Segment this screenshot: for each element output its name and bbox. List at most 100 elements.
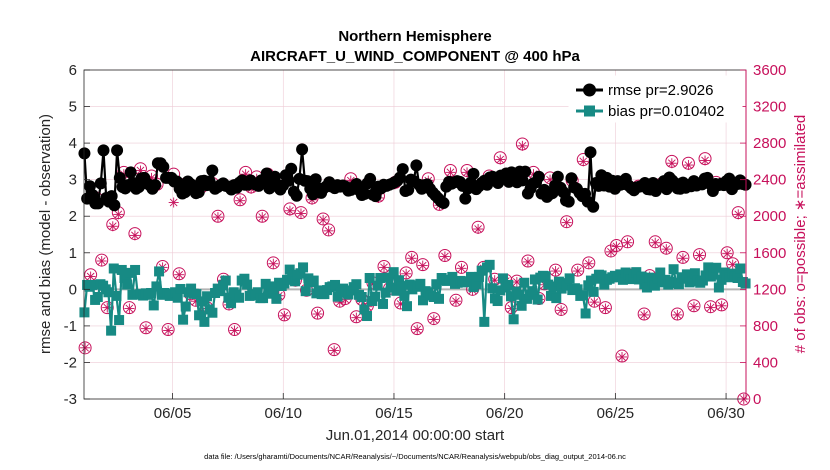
- possible-obs-marker: [377, 259, 391, 273]
- possible-obs-marker: [416, 258, 430, 272]
- assimilated-obs-marker: [556, 305, 567, 316]
- bias-marker: [252, 287, 263, 298]
- rmse-marker: [111, 144, 124, 157]
- asterisk-stroke: [258, 213, 267, 221]
- y-tick-label-8: 5: [69, 99, 77, 116]
- assimilated-obs-marker: [672, 309, 683, 320]
- bias-marker: [87, 279, 98, 290]
- bottom-axis: 06/05 06/10 06/15 06/20 06/25 06/30: [154, 393, 745, 422]
- bias-marker: [191, 289, 202, 300]
- asterisk-stroke: [236, 196, 244, 205]
- assimilated-obs-marker: [85, 271, 96, 282]
- possible-obs-marker: [427, 312, 441, 326]
- bias-marker: [655, 267, 666, 278]
- assimilated-obs-marker: [473, 224, 484, 235]
- asterisk-stroke: [81, 343, 89, 352]
- asterisk-stroke: [651, 238, 660, 247]
- bias-marker: [223, 292, 234, 303]
- bias-marker: [556, 283, 567, 294]
- asterisk-stroke: [131, 231, 139, 240]
- asterisk-stroke: [319, 216, 327, 224]
- possible-obs-marker: [311, 306, 325, 320]
- asterisk-stroke: [723, 249, 732, 258]
- possible-obs-marker: [687, 299, 701, 313]
- bias-marker: [484, 259, 495, 270]
- bias-marker: [295, 268, 306, 279]
- assimilated-obs-marker: [705, 302, 716, 313]
- possible-obs-marker: [554, 302, 568, 316]
- bias-marker: [505, 291, 516, 302]
- asterisk-stroke: [557, 306, 565, 315]
- asterisk-stroke: [313, 310, 322, 318]
- bias-marker: [359, 304, 370, 315]
- chart-subtitle: AIRCRAFT_U_WIND_COMPONENT @ 400 hPa: [250, 48, 580, 65]
- legend-bias-marker: [584, 105, 595, 117]
- possible-obs-marker: [598, 301, 612, 315]
- bias-marker: [519, 277, 530, 288]
- possible-obs-marker: [410, 322, 424, 336]
- asterisk-stroke: [269, 259, 278, 268]
- bias-marker: [215, 286, 226, 297]
- assimilated-obs-marker: [235, 195, 246, 206]
- asterisk-stroke: [297, 209, 305, 218]
- bias-marker: [641, 282, 652, 293]
- assimilated-obs-marker: [107, 221, 118, 232]
- bias-marker: [529, 274, 540, 285]
- possible-obs-marker: [95, 253, 109, 267]
- assimilated-obs-marker: [688, 301, 699, 312]
- bias-marker: [532, 294, 543, 305]
- possible-obs-marker: [228, 323, 242, 337]
- bias-marker: [151, 281, 162, 292]
- legend-bias-label: bias pr=0.010402: [608, 103, 724, 120]
- asterisk-stroke: [684, 161, 693, 169]
- bias-marker: [508, 314, 519, 325]
- assimilated-obs-marker: [561, 217, 572, 228]
- asterisk-stroke: [728, 260, 737, 269]
- bias-marker: [396, 281, 407, 292]
- assimilated-obs-marker: [268, 258, 279, 269]
- asterisk-stroke: [97, 257, 106, 265]
- bias-marker: [260, 278, 271, 289]
- possible-obs-marker: [399, 266, 413, 280]
- asterisk-stroke: [518, 141, 527, 150]
- asterisk-stroke: [662, 245, 671, 253]
- bias-marker: [492, 296, 503, 307]
- bias-marker: [673, 279, 684, 290]
- rmse-marker: [105, 190, 118, 203]
- bias-marker: [106, 325, 117, 336]
- assimilated-obs-marker: [517, 140, 528, 151]
- bias-marker: [378, 298, 389, 309]
- assimilated-obs-marker: [312, 309, 323, 320]
- bias-marker: [476, 265, 487, 276]
- bias-marker: [735, 263, 746, 274]
- asterisk-stroke: [418, 261, 427, 270]
- bias-marker: [561, 280, 572, 291]
- assimilated-obs-marker: [445, 167, 456, 178]
- assimilated-obs-marker: [572, 266, 583, 277]
- bias-marker: [668, 264, 679, 275]
- asterisk-stroke: [214, 213, 222, 221]
- y-tick-label-9: 6: [69, 62, 77, 79]
- assimilated-obs-marker: [661, 244, 672, 255]
- bias-marker: [282, 274, 293, 285]
- bias-marker: [428, 292, 439, 303]
- bias-marker: [380, 287, 391, 298]
- asterisk-stroke: [452, 297, 460, 306]
- possible-obs-marker: [621, 235, 635, 249]
- rmse-marker: [97, 144, 110, 157]
- assimilated-obs-marker: [677, 253, 688, 264]
- possible-obs-marker: [549, 263, 563, 277]
- assimilated-obs-marker: [417, 260, 428, 271]
- y2-axis-label: # of obs: o=possible; ∗=assimilated: [792, 115, 809, 354]
- bias-marker: [388, 267, 399, 278]
- assimilated-obs-marker: [351, 312, 362, 323]
- assimilated-obs-marker: [694, 250, 705, 261]
- asterisk-stroke: [612, 242, 621, 251]
- bias-marker: [516, 300, 527, 311]
- possible-obs-marker: [704, 300, 718, 314]
- bias-marker: [172, 292, 183, 303]
- x-tick-label-0: 06/05: [154, 405, 192, 422]
- bias-marker: [431, 279, 442, 290]
- bias-marker: [356, 292, 367, 303]
